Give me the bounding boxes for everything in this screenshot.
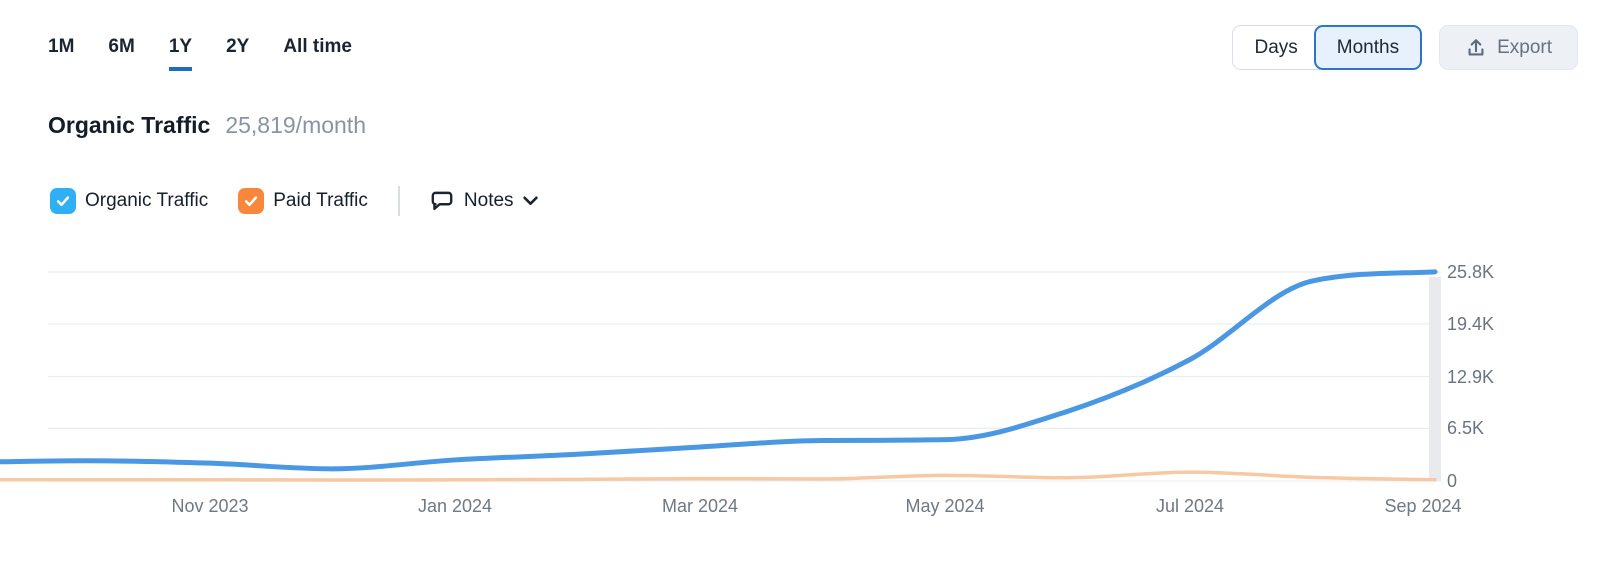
y-axis-label-19.4k: 19.4K <box>1447 313 1495 334</box>
upload-icon <box>1468 38 1484 55</box>
checkmark-icon <box>56 196 70 207</box>
y-axis-label-12.9k: 12.9K <box>1447 366 1495 387</box>
export-label: Export <box>1497 36 1552 58</box>
x-axis-label-jul-2024: Jul 2024 <box>1155 496 1225 516</box>
x-axis-label-nov-2023: Nov 2023 <box>171 496 249 516</box>
range-tab-6m[interactable]: 6M <box>108 36 135 57</box>
legend-label-organic-traffic: Organic Traffic <box>85 190 209 211</box>
paid-traffic-line <box>0 470 1437 482</box>
checkmark-icon <box>245 196 258 207</box>
granularity-days[interactable]: Days <box>1232 25 1320 70</box>
organic-traffic-line <box>0 269 1438 472</box>
granularity-months[interactable]: Months <box>1313 25 1423 70</box>
traffic-value: 25,819/month <box>225 112 366 138</box>
legend-item-organic-traffic[interactable]: Organic Traffic <box>50 188 208 214</box>
chart-controls: Days Months Export <box>1232 25 1578 70</box>
chevron-down-icon <box>522 196 538 205</box>
granularity-toggle: Days Months <box>1232 25 1423 70</box>
chart-header: Organic Traffic 25,819/month <box>48 112 366 139</box>
checkbox-organic-traffic <box>50 188 76 214</box>
y-axis-label-25.8k: 25.8K <box>1447 262 1495 282</box>
y-axis-label-6.5k: 6.5K <box>1447 418 1485 439</box>
date-range-tabs: 1M 6M 1Y 2Y All time <box>48 36 352 71</box>
x-axis-label-jan-2024: Jan 2024 <box>417 496 493 516</box>
speech-bubble-icon <box>431 191 453 210</box>
current-period-band <box>1429 277 1441 481</box>
y-axis-label-0: 0 <box>1447 471 1458 491</box>
export-button[interactable]: Export <box>1439 25 1578 70</box>
x-axis-label-may-2024: May 2024 <box>905 496 985 516</box>
legend-divider <box>397 186 400 216</box>
notes-dropdown[interactable]: Notes <box>429 188 538 214</box>
legend-item-paid-traffic[interactable]: Paid Traffic <box>238 188 368 214</box>
notes-label: Notes <box>463 190 514 211</box>
legend-row: Organic Traffic Paid Traffic Notes <box>50 186 538 216</box>
legend-label-paid-traffic: Paid Traffic <box>273 190 368 211</box>
legend-list: Organic Traffic Paid Traffic <box>50 188 398 214</box>
range-tab-1y[interactable]: 1Y <box>168 36 193 71</box>
checkbox-paid-traffic <box>238 188 265 214</box>
range-tab-1m[interactable]: 1M <box>48 36 75 57</box>
page-title: Organic Traffic <box>48 112 211 138</box>
x-axis-label-sep-2024: Sep 2024 <box>1384 496 1462 516</box>
range-tab-all-time[interactable]: All time <box>283 36 352 57</box>
x-axis-label-mar-2024: Mar 2024 <box>661 496 739 516</box>
range-tab-2y[interactable]: 2Y <box>226 36 250 57</box>
